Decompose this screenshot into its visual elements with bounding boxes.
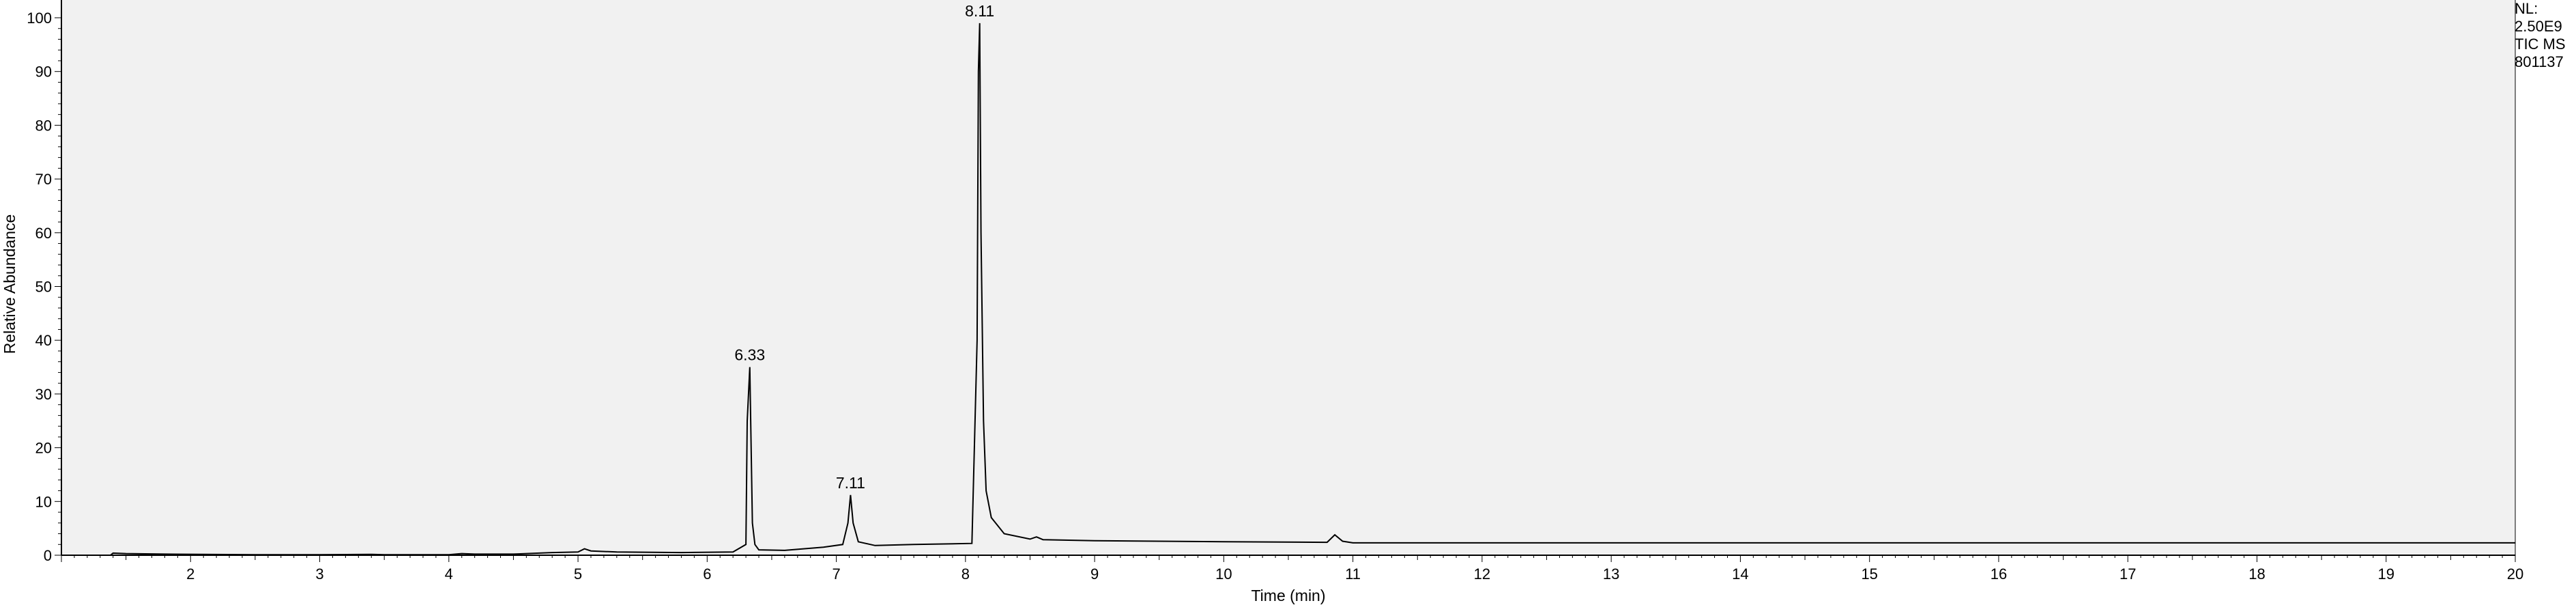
- x-tick-label: 17: [2119, 565, 2136, 583]
- x-tick-label: 6: [703, 565, 711, 583]
- y-tick-label: 30: [35, 386, 52, 403]
- y-tick-label: 50: [35, 279, 52, 296]
- nl-label: NL:: [2515, 0, 2538, 17]
- y-tick-label: 80: [35, 117, 52, 134]
- y-tick-label: 10: [35, 493, 52, 510]
- trace-info-panel: NL: 2.50E9 TIC MS 801137: [2515, 0, 2575, 71]
- y-tick-label: 90: [35, 64, 52, 81]
- x-tick-label: 12: [1474, 565, 1490, 583]
- tic-trace-line: [61, 23, 2515, 556]
- plot-area: [61, 0, 2515, 555]
- y-axis-ticks: 0 10 20 30 40 50 60 70 80 90 100: [27, 10, 61, 564]
- x-tick-label: 19: [2377, 565, 2394, 583]
- nl-value: 2.50E9: [2515, 18, 2562, 35]
- peak-labels: 6.33 7.11 8.11: [734, 2, 994, 492]
- x-axis-ticks: 2 3 4 5 6 7 8 9 10 11 12 13 14 15 16 17 18 19 20: [61, 555, 2523, 583]
- y-tick-label: 100: [27, 10, 52, 27]
- x-axis-title: Time (min): [1251, 587, 1325, 604]
- y-tick-label: 20: [35, 440, 52, 457]
- x-tick-label: 9: [1090, 565, 1099, 583]
- x-tick-label: 7: [832, 565, 840, 583]
- x-tick-label: 11: [1345, 565, 1361, 583]
- x-tick-label: 14: [1732, 565, 1748, 583]
- x-tick-label: 10: [1215, 565, 1232, 583]
- y-tick-label: 70: [35, 171, 52, 188]
- x-tick-label: 5: [574, 565, 582, 583]
- file-id: 801137: [2515, 53, 2564, 70]
- x-tick-label: 18: [2248, 565, 2265, 583]
- peak-label: 8.11: [965, 2, 994, 20]
- trace-type: TIC MS: [2515, 36, 2566, 53]
- x-tick-label: 3: [315, 565, 323, 583]
- y-axis-title: Relative Abundance: [1, 214, 18, 354]
- x-tick-label: 8: [961, 565, 970, 583]
- x-tick-label: 4: [445, 565, 453, 583]
- y-tick-label: 0: [44, 547, 52, 564]
- peak-label: 6.33: [734, 346, 765, 364]
- x-tick-label: 20: [2507, 565, 2523, 583]
- peak-label: 7.11: [836, 474, 865, 492]
- x-tick-label: 2: [186, 565, 194, 583]
- x-tick-label: 13: [1603, 565, 1619, 583]
- y-tick-label: 40: [35, 332, 52, 349]
- y-tick-label: 60: [35, 225, 52, 242]
- x-tick-label: 16: [1991, 565, 2007, 583]
- x-tick-label: 15: [1861, 565, 1877, 583]
